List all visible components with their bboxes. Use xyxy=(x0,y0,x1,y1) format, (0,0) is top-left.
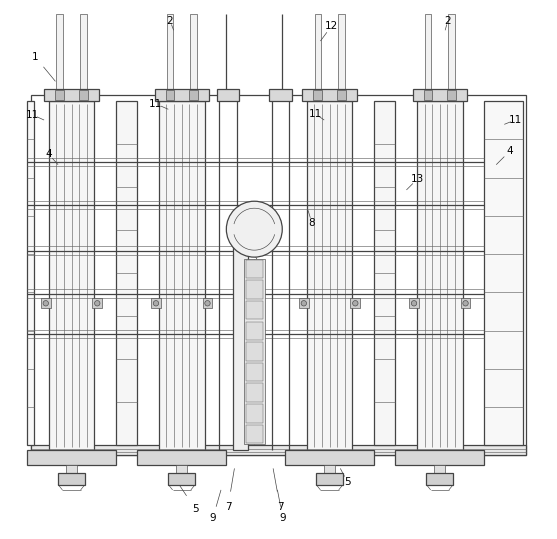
Bar xyxy=(425,14,431,101)
Bar xyxy=(316,473,343,485)
Bar xyxy=(270,89,292,101)
Text: 11: 11 xyxy=(509,115,522,125)
Bar xyxy=(168,473,195,485)
Text: 13: 13 xyxy=(411,174,424,184)
Bar xyxy=(116,101,138,445)
Bar xyxy=(299,299,309,308)
Bar xyxy=(80,14,86,101)
Circle shape xyxy=(205,301,210,306)
Text: 4: 4 xyxy=(45,149,52,159)
Bar xyxy=(177,465,187,473)
Text: 2: 2 xyxy=(167,16,173,25)
Bar xyxy=(27,450,116,465)
Circle shape xyxy=(43,301,48,306)
Circle shape xyxy=(301,301,306,306)
Circle shape xyxy=(95,301,100,306)
Bar xyxy=(350,299,360,308)
Circle shape xyxy=(411,301,417,306)
Bar xyxy=(426,473,453,485)
Bar xyxy=(56,14,63,101)
Bar xyxy=(395,450,484,465)
Circle shape xyxy=(463,301,468,306)
Bar xyxy=(307,101,353,450)
Bar xyxy=(41,299,51,308)
Bar xyxy=(337,91,346,100)
Bar xyxy=(324,465,335,473)
Text: 8: 8 xyxy=(309,218,315,228)
Bar xyxy=(138,450,226,465)
Bar xyxy=(190,14,197,101)
Bar xyxy=(167,14,173,101)
Text: 11: 11 xyxy=(26,109,39,120)
Bar xyxy=(151,299,161,308)
Bar xyxy=(409,299,419,308)
Bar xyxy=(246,280,263,299)
Bar xyxy=(58,473,85,485)
Bar xyxy=(246,301,263,320)
Text: 11: 11 xyxy=(309,108,322,119)
Bar xyxy=(374,101,395,445)
Bar xyxy=(48,101,94,450)
Bar xyxy=(246,322,263,340)
Text: 5: 5 xyxy=(344,477,350,487)
Text: 12: 12 xyxy=(325,22,338,31)
Text: 7: 7 xyxy=(277,502,284,512)
Bar xyxy=(66,465,77,473)
Bar xyxy=(417,101,463,450)
Bar xyxy=(338,14,345,101)
Bar xyxy=(159,101,204,450)
Bar xyxy=(424,91,432,100)
Bar xyxy=(434,465,445,473)
Text: 9: 9 xyxy=(209,513,216,523)
Text: 9: 9 xyxy=(280,513,286,523)
Text: 2: 2 xyxy=(444,16,451,25)
Bar xyxy=(31,95,526,455)
Bar xyxy=(246,383,263,402)
Text: 7: 7 xyxy=(224,502,231,512)
Bar xyxy=(246,404,263,423)
Bar xyxy=(155,89,209,101)
Circle shape xyxy=(153,301,159,306)
Bar xyxy=(92,299,102,308)
Bar xyxy=(31,445,526,455)
Bar xyxy=(189,91,198,100)
Bar xyxy=(55,91,64,100)
Bar xyxy=(246,260,263,278)
Bar xyxy=(447,91,456,100)
Text: 4: 4 xyxy=(506,146,513,156)
Bar xyxy=(243,259,265,444)
Bar xyxy=(246,363,263,381)
Bar xyxy=(165,91,174,100)
Bar xyxy=(285,450,374,465)
Bar xyxy=(461,299,470,308)
Text: 11: 11 xyxy=(149,99,163,109)
Circle shape xyxy=(353,301,358,306)
Bar xyxy=(314,91,322,100)
Bar xyxy=(246,342,263,361)
Bar xyxy=(233,245,248,450)
Bar xyxy=(45,89,99,101)
Bar xyxy=(27,101,34,445)
Bar xyxy=(302,89,356,101)
Text: 5: 5 xyxy=(192,504,198,514)
Text: 6: 6 xyxy=(258,262,265,272)
Bar xyxy=(246,425,263,443)
Bar xyxy=(315,14,321,101)
Bar xyxy=(203,299,212,308)
Text: 8: 8 xyxy=(260,218,267,228)
Bar xyxy=(79,91,87,100)
Text: 1: 1 xyxy=(32,52,39,62)
Bar xyxy=(217,89,240,101)
Bar xyxy=(448,14,455,101)
Circle shape xyxy=(226,201,282,257)
Bar xyxy=(413,89,467,101)
Bar xyxy=(484,101,523,445)
